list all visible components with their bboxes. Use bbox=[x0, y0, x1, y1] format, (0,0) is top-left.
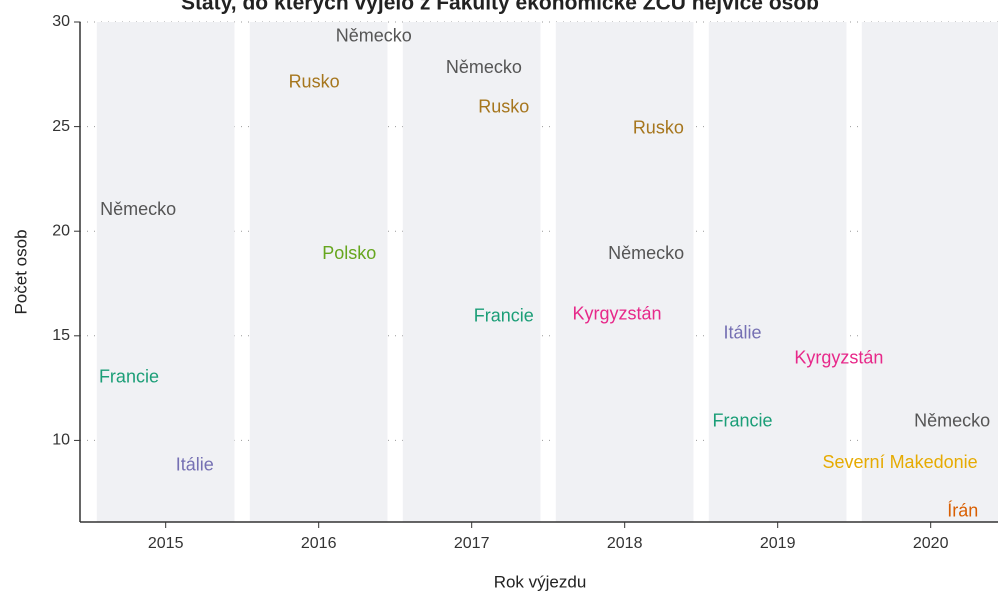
chart-title: Státy, do kterých vyjelo z Fakulty ekono… bbox=[181, 0, 819, 15]
point-label: Rusko bbox=[289, 71, 340, 91]
y-tick-label: 15 bbox=[52, 327, 70, 344]
y-tick-label: 25 bbox=[52, 118, 70, 135]
point-label: Německo bbox=[608, 243, 684, 263]
y-tick-label: 20 bbox=[52, 222, 70, 239]
point-label: Francie bbox=[474, 306, 534, 326]
year-panel bbox=[96, 22, 235, 522]
point-label: Německo bbox=[336, 25, 412, 45]
x-tick-label: 2020 bbox=[913, 535, 949, 552]
point-label: Rusko bbox=[633, 117, 684, 137]
y-tick-label: 10 bbox=[52, 432, 70, 449]
point-label: Německo bbox=[914, 410, 990, 430]
point-label: Německo bbox=[446, 57, 522, 77]
point-label: Rusko bbox=[478, 97, 529, 117]
year-panel bbox=[861, 22, 998, 522]
year-panel bbox=[249, 22, 388, 522]
x-tick-label: 2019 bbox=[760, 535, 796, 552]
x-tick-label: 2017 bbox=[454, 535, 490, 552]
year-panel bbox=[402, 22, 541, 522]
point-label: Kyrgyzstán bbox=[794, 348, 883, 368]
point-label: Severní Makedonie bbox=[823, 452, 978, 472]
year-panel bbox=[555, 22, 694, 522]
y-tick-label: 30 bbox=[52, 13, 70, 30]
point-label: Polsko bbox=[322, 243, 376, 263]
x-tick-label: 2016 bbox=[301, 535, 337, 552]
point-label: Itálie bbox=[723, 322, 761, 342]
point-label: Německo bbox=[100, 199, 176, 219]
point-label: Francie bbox=[712, 410, 772, 430]
point-label: Írán bbox=[947, 500, 978, 520]
y-axis-label: Počet osob bbox=[11, 229, 30, 314]
point-label: Itálie bbox=[176, 454, 214, 474]
point-label: Kyrgyzstán bbox=[573, 304, 662, 324]
x-tick-label: 2018 bbox=[607, 535, 643, 552]
x-tick-label: 2015 bbox=[148, 535, 184, 552]
year-panel bbox=[708, 22, 847, 522]
x-axis-label: Rok výjezdu bbox=[494, 572, 587, 591]
point-label: Francie bbox=[99, 366, 159, 386]
